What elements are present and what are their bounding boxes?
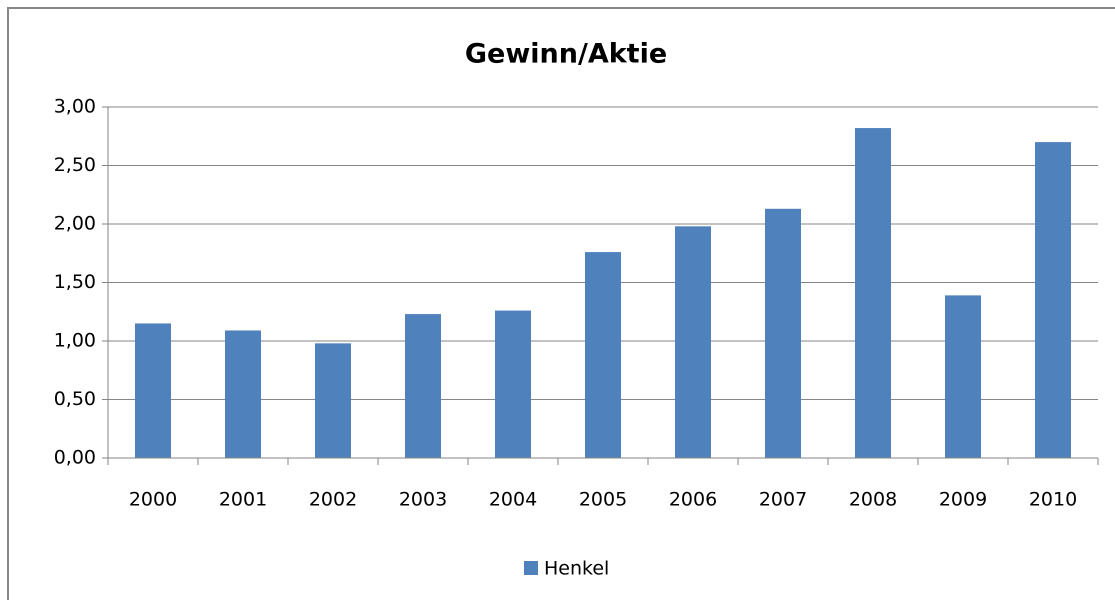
x-tick-label: 2008 bbox=[849, 489, 897, 511]
bar bbox=[765, 208, 801, 458]
x-tick-label: 2009 bbox=[939, 489, 987, 511]
x-tick-label: 2010 bbox=[1029, 489, 1077, 511]
x-tick-label: 2007 bbox=[759, 489, 807, 511]
y-tick-label: 0,50 bbox=[54, 388, 96, 410]
y-tick-label: 1,00 bbox=[54, 330, 96, 352]
y-tick-label: 0,00 bbox=[54, 447, 96, 469]
x-tick-label: 2005 bbox=[579, 489, 627, 511]
bar bbox=[855, 128, 891, 458]
bar bbox=[585, 252, 621, 458]
x-tick-label: 2006 bbox=[669, 489, 717, 511]
bar bbox=[225, 330, 261, 458]
x-tick-label: 2003 bbox=[399, 489, 447, 511]
x-tick-label: 2001 bbox=[219, 489, 267, 511]
x-tick-label: 2002 bbox=[309, 489, 357, 511]
bar bbox=[495, 310, 531, 458]
x-tick-label: 2000 bbox=[129, 489, 177, 511]
bar bbox=[945, 295, 981, 458]
y-tick-label: 3,00 bbox=[54, 96, 96, 118]
y-tick-label: 2,50 bbox=[54, 154, 96, 176]
bar bbox=[675, 226, 711, 458]
bar bbox=[315, 343, 351, 458]
chart-title: Gewinn/Aktie bbox=[465, 39, 667, 70]
x-tick-label: 2004 bbox=[489, 489, 537, 511]
bar bbox=[1035, 142, 1071, 458]
bar bbox=[405, 314, 441, 458]
bar bbox=[135, 323, 171, 458]
legend-label: Henkel bbox=[544, 558, 609, 580]
legend-swatch bbox=[524, 561, 538, 575]
y-tick-label: 2,00 bbox=[54, 213, 96, 235]
y-tick-label: 1,50 bbox=[54, 271, 96, 293]
